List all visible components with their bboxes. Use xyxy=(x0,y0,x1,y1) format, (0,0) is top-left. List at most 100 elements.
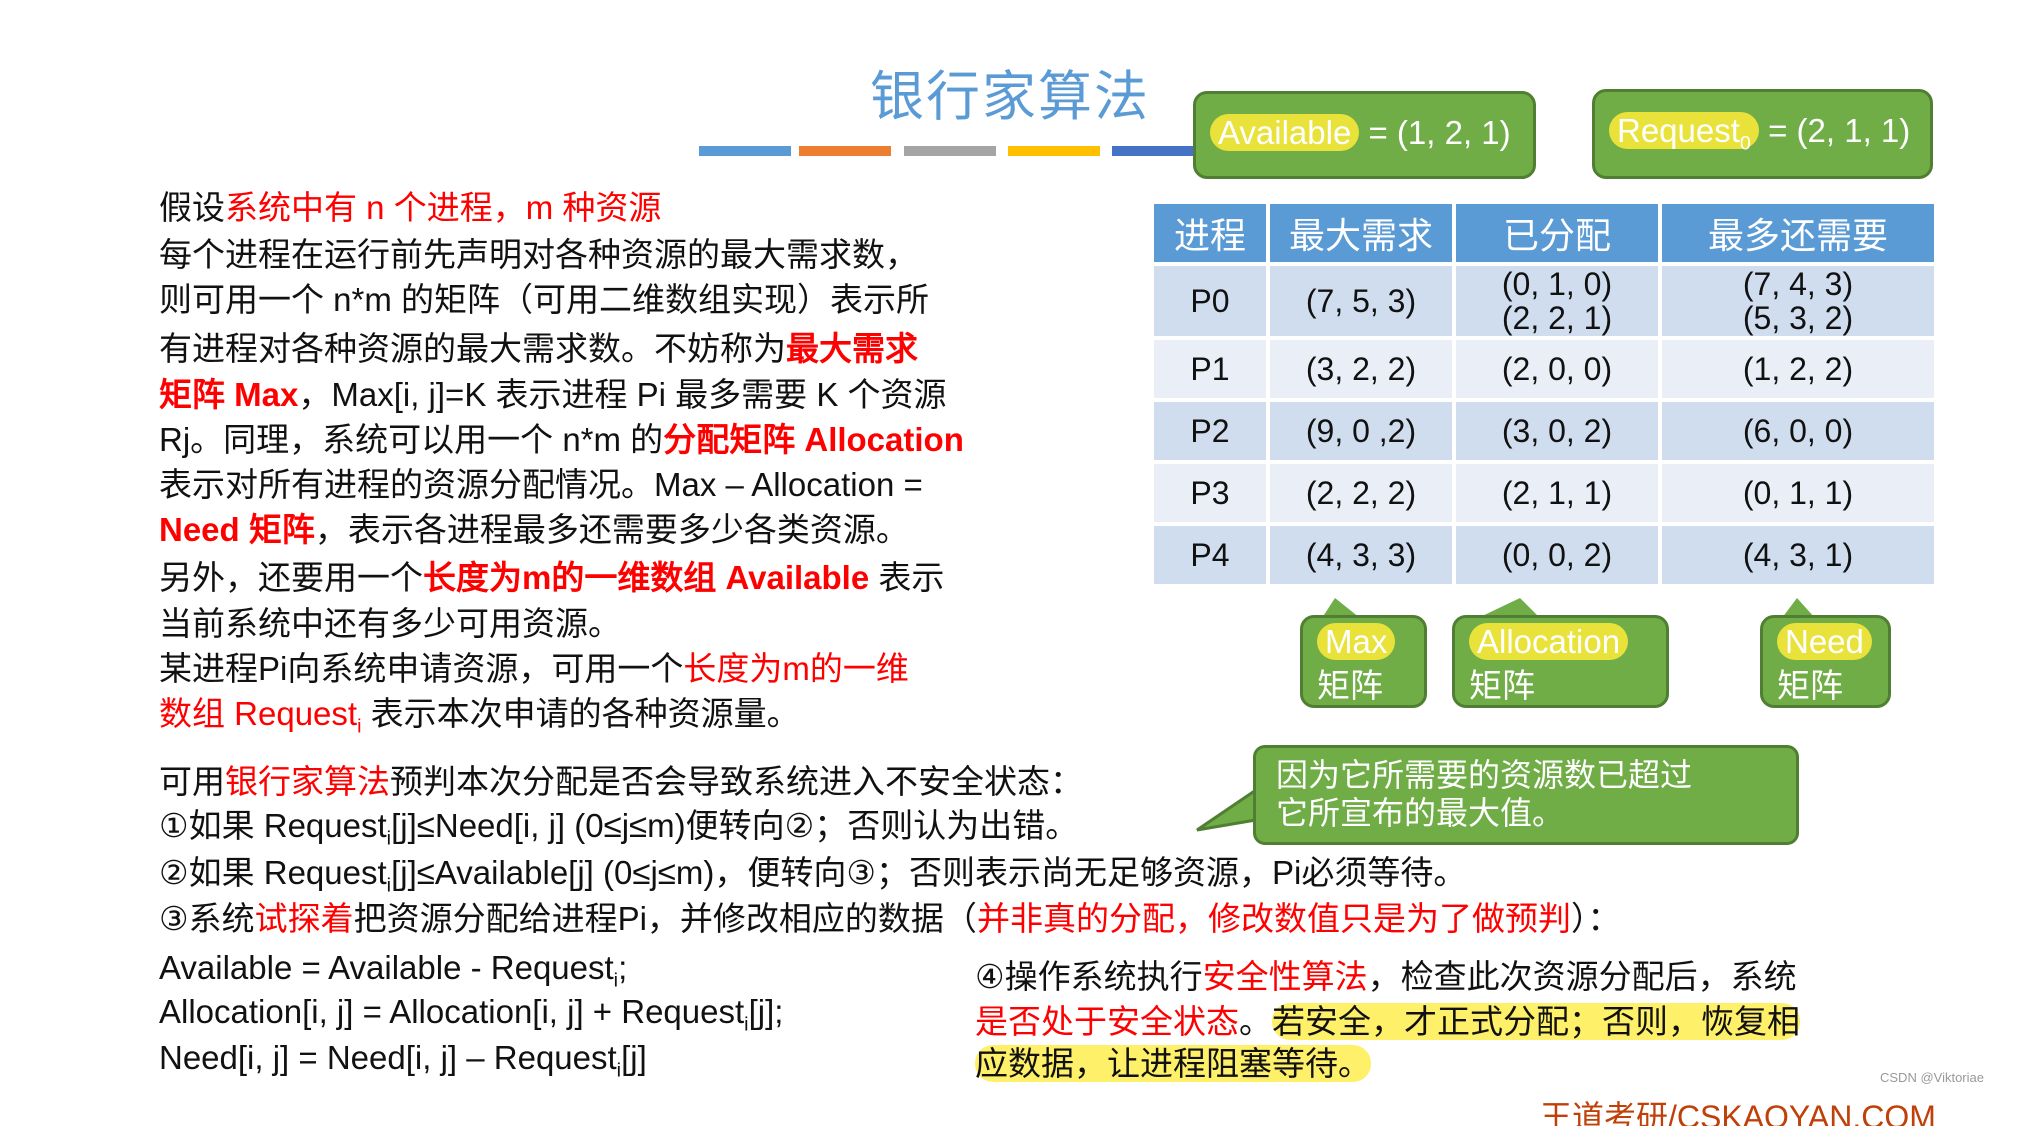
left-lines-line: 则可用一个 n*m 的矩阵（可用二维数组实现）表示所 xyxy=(159,280,929,320)
table-row: P1 (3, 2, 2) (2, 0, 0) (1, 2, 2) xyxy=(1154,340,1934,398)
left-lines-line: 当前系统中还有多少可用资源。 xyxy=(159,604,621,644)
header-alloc: 已分配 xyxy=(1456,204,1658,262)
cell-p: P1 xyxy=(1154,340,1266,398)
cell-alloc: (0, 1, 0) (2, 2, 1) xyxy=(1456,266,1658,336)
text-segment: ③系统 xyxy=(159,900,255,937)
cell-max: (4, 3, 3) xyxy=(1270,526,1452,584)
text-segment: [j]≤Available[j] (0≤j≤m)，便转向③；否则表示尚无足够资源… xyxy=(391,854,1467,891)
available-box: Available = (1, 2, 1) xyxy=(1193,91,1536,179)
table-row: P4 (4, 3, 3) (0, 0, 2) (4, 3, 1) xyxy=(1154,526,1934,584)
text-segment: ，检查此次资源分配后，系统 xyxy=(1367,958,1797,995)
alloc-label-box: Allocation 矩阵 xyxy=(1452,615,1669,708)
cell-value: (0, 1, 0) xyxy=(1501,266,1613,302)
cell-p: P3 xyxy=(1154,464,1266,522)
cell-need: (0, 1, 1) xyxy=(1662,464,1934,522)
max-label-top: Max xyxy=(1317,623,1396,660)
text-segment: 当前系统中还有多少可用资源。 xyxy=(159,605,621,642)
text-segment: ①如果 Request xyxy=(159,807,387,844)
accent-bar xyxy=(799,146,891,156)
cell-p: P2 xyxy=(1154,402,1266,460)
available-value: = (1, 2, 1) xyxy=(1359,114,1511,151)
max-label-box: Max 矩阵 xyxy=(1300,615,1427,708)
text-segment: 另外，还要用一个 xyxy=(159,559,423,596)
table-row: P2 (9, 0 ,2) (3, 0, 2) (6, 0, 0) xyxy=(1154,402,1934,460)
text-segment: 每个进程在运行前先声明对各种资源的最大需求数， xyxy=(159,236,918,273)
request-box: Request0 = (2, 1, 1) xyxy=(1592,89,1933,179)
text-segment: i xyxy=(744,1013,749,1036)
text-segment: [j]; xyxy=(748,993,784,1030)
left-lines-line: 数组 Requesti 表示本次申请的各种资源量。 xyxy=(159,694,800,747)
max-pointer xyxy=(1322,598,1360,618)
cell-max: (3, 2, 2) xyxy=(1270,340,1452,398)
table-row: P0 (7, 5, 3) (0, 1, 0) (2, 2, 1) (7, 4, 3) (5… xyxy=(1154,266,1934,336)
lower-lines-line: ①如果 Requesti[j]≤Need[i, j] (0≤j≤m)便转向②；否… xyxy=(159,806,1078,859)
cell-max: (2, 2, 2) xyxy=(1270,464,1452,522)
cell-need: (7, 4, 3) (5, 3, 2) xyxy=(1662,266,1934,336)
lower-lines-line: Available = Available - Requesti; xyxy=(159,948,627,1001)
text-segment: 预判本次分配是否会导致系统进入不安全状态： xyxy=(390,763,1083,800)
alloc-label-bottom: 矩阵 xyxy=(1469,667,1535,704)
explanation-callout: 因为它所需要的资源数已超过 它所宣布的最大值。 xyxy=(1253,745,1799,845)
text-segment: 分配矩阵 Allocation xyxy=(663,421,964,458)
cell-need: (6, 0, 0) xyxy=(1662,402,1934,460)
left-lines-line: Rj。同理，系统可以用一个 n*m 的分配矩阵 Allocation xyxy=(159,420,964,460)
cell-p: P4 xyxy=(1154,526,1266,584)
callout-line-1: 因为它所需要的资源数已超过 xyxy=(1276,757,1693,793)
header-max: 最大需求 xyxy=(1270,204,1452,262)
header-need: 最多还需要 xyxy=(1662,204,1934,262)
text-segment: i xyxy=(613,969,619,992)
text-segment: 表示对所有进程的资源分配情况。Max – Allocation = xyxy=(159,466,923,503)
text-segment: i xyxy=(386,827,392,850)
lower-lines-line: ③系统试探着把资源分配给进程Pi，并修改相应的数据（并非真的分配，修改数值只是为… xyxy=(159,899,1620,939)
text-segment: 是否处于安全状态 xyxy=(975,1003,1239,1040)
text-segment: ，表示各进程最多还需要多少各类资源。 xyxy=(314,511,909,548)
text-segment: ; xyxy=(618,949,628,986)
text-segment: i xyxy=(357,715,362,738)
text-segment: i xyxy=(386,874,392,897)
cell-need: (4, 3, 1) xyxy=(1662,526,1934,584)
text-segment: ，Max[i, j]=K 表示进程 Pi 最多需要 K 个资源 xyxy=(298,376,947,413)
text-segment: 假设 xyxy=(159,189,225,226)
available-label: Available xyxy=(1210,114,1360,151)
text-segment: 并非真的分配，修改数值只是为了做预判 xyxy=(976,900,1571,937)
accent-bar xyxy=(1008,146,1100,156)
need-pointer xyxy=(1782,598,1815,618)
text-segment: 若安全，才正式分配；否则，恢复相 xyxy=(1272,1003,1800,1040)
request-sub: 0 xyxy=(1739,132,1751,155)
text-segment: 长度为m的一维 xyxy=(683,650,909,687)
max-label-bottom: 矩阵 xyxy=(1317,667,1383,704)
accent-bar xyxy=(1112,146,1204,156)
cell-value: (7, 4, 3) xyxy=(1742,266,1854,302)
request-value: = (2, 1, 1) xyxy=(1758,112,1911,149)
cell-overlay-value: (5, 3, 2) xyxy=(1742,300,1854,336)
left-lines-line: 有进程对各种资源的最大需求数。不妨称为最大需求 xyxy=(159,329,918,369)
text-segment: Available = Available - Request xyxy=(159,949,614,986)
slide-title: 银行家算法 xyxy=(870,67,1150,127)
text-segment: 则可用一个 n*m 的矩阵（可用二维数组实现）表示所 xyxy=(159,281,930,318)
text-segment: 银行家算法 xyxy=(225,763,390,800)
text-segment: 有进程对各种资源的最大需求数。不妨称为 xyxy=(159,330,786,367)
cell-overlay-value: (2, 2, 1) xyxy=(1501,300,1613,336)
lower-lines-line: Need[i, j] = Need[i, j] – Requesti[j] xyxy=(159,1038,647,1091)
left-lines-line: 假设系统中有 n 个进程，m 种资源 xyxy=(159,188,661,228)
left-lines-line: Need 矩阵，表示各进程最多还需要多少各类资源。 xyxy=(159,510,909,550)
text-segment: Need[i, j] = Need[i, j] – Request xyxy=(159,1039,617,1076)
cell-alloc: (0, 0, 2) xyxy=(1456,526,1658,584)
left-lines-line: 每个进程在运行前先声明对各种资源的最大需求数， xyxy=(159,235,918,275)
text-segment: [j]≤Need[i, j] (0≤j≤m)便转向②；否则认为出错。 xyxy=(391,807,1079,844)
table-row: P3 (2, 2, 2) (2, 1, 1) (0, 1, 1) xyxy=(1154,464,1934,522)
text-segment: ②如果 Request xyxy=(159,854,387,891)
text-segment: 某进程Pi向系统申请资源，可用一个 xyxy=(159,650,684,687)
text-segment: ④操作系统执行 xyxy=(975,958,1203,995)
need-label-top: Need xyxy=(1777,623,1872,660)
right-lines-line: 应数据，让进程阻塞等待。 xyxy=(975,1044,1371,1084)
left-lines-line: 某进程Pi向系统申请资源，可用一个长度为m的一维 xyxy=(159,649,909,689)
text-segment: 最大需求 xyxy=(786,330,918,367)
callout-line-2: 它所宣布的最大值。 xyxy=(1276,795,1565,831)
left-lines-line: 矩阵 Max，Max[i, j]=K 表示进程 Pi 最多需要 K 个资源 xyxy=(159,375,947,415)
alloc-label-top: Allocation xyxy=(1469,623,1629,660)
text-segment: ）： xyxy=(1570,900,1621,937)
text-segment: 矩阵 Max xyxy=(159,376,299,413)
